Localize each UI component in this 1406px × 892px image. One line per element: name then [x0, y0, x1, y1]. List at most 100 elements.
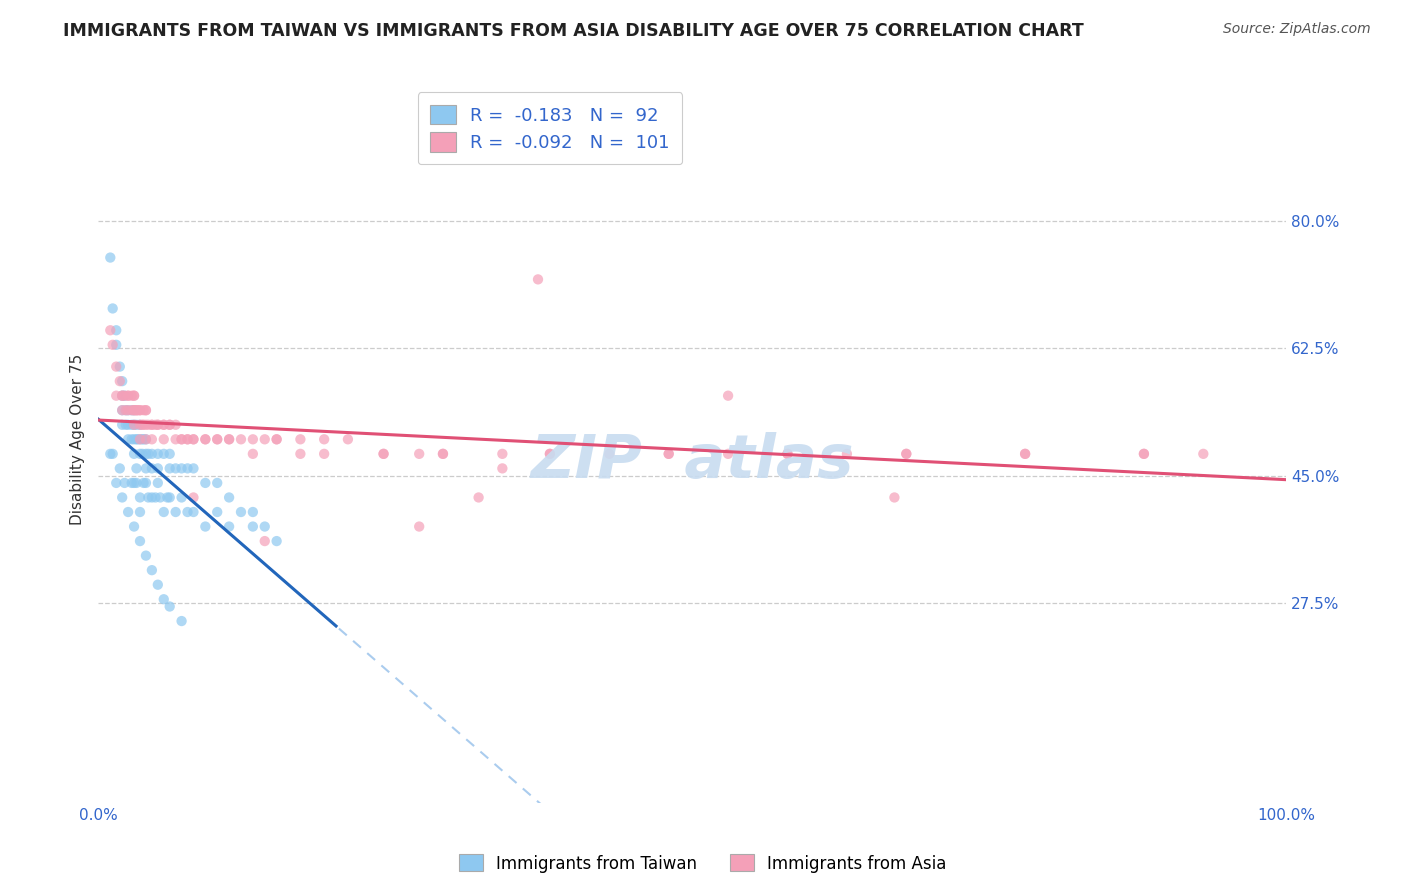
Point [135, 475, 157, 490]
Point [658, 447, 681, 461]
Point [121, 403, 143, 417]
Point [146, 417, 169, 432]
Point [145, 417, 167, 432]
Point [117, 403, 139, 417]
Point [717, 389, 740, 403]
Point [170, 614, 193, 628]
Point [183, 432, 205, 446]
Point [1014, 447, 1036, 461]
Point [114, 389, 136, 403]
Point [218, 491, 240, 505]
Point [1133, 447, 1156, 461]
Point [467, 491, 489, 505]
Point [152, 447, 174, 461]
Point [194, 475, 217, 490]
Point [108, 461, 131, 475]
Point [136, 417, 159, 432]
Point [117, 417, 139, 432]
Point [373, 447, 395, 461]
Point [432, 447, 454, 461]
Point [114, 417, 136, 432]
Point [121, 389, 143, 403]
Point [111, 491, 134, 505]
Text: Source: ZipAtlas.com: Source: ZipAtlas.com [1223, 22, 1371, 37]
Point [896, 447, 918, 461]
Point [159, 599, 181, 614]
Point [896, 447, 918, 461]
Point [218, 432, 240, 446]
Point [125, 461, 148, 475]
Point [114, 403, 136, 417]
Point [136, 447, 159, 461]
Point [266, 432, 288, 446]
Point [218, 432, 240, 446]
Point [146, 475, 169, 490]
Point [105, 323, 128, 337]
Point [125, 403, 148, 417]
Point [117, 505, 139, 519]
Point [253, 519, 276, 533]
Point [229, 432, 252, 446]
Point [132, 417, 155, 432]
Point [122, 403, 145, 417]
Point [135, 432, 157, 446]
Point [135, 549, 157, 563]
Point [141, 563, 163, 577]
Legend: R =  -0.183   N =  92, R =  -0.092   N =  101: R = -0.183 N = 92, R = -0.092 N = 101 [418, 92, 682, 164]
Point [165, 432, 187, 446]
Point [145, 491, 167, 505]
Point [135, 447, 157, 461]
Point [129, 432, 152, 446]
Point [776, 447, 799, 461]
Point [122, 447, 145, 461]
Point [129, 417, 152, 432]
Point [170, 432, 193, 446]
Point [314, 447, 336, 461]
Point [658, 447, 681, 461]
Point [122, 389, 145, 403]
Point [129, 432, 152, 446]
Point [883, 491, 905, 505]
Point [183, 432, 205, 446]
Point [1133, 447, 1156, 461]
Point [183, 461, 205, 475]
Point [98, 251, 121, 265]
Point [432, 447, 454, 461]
Point [165, 505, 187, 519]
Point [125, 417, 148, 432]
Point [98, 323, 121, 337]
Point [717, 447, 740, 461]
Point [165, 461, 187, 475]
Point [117, 432, 139, 446]
Point [122, 403, 145, 417]
Point [1192, 447, 1215, 461]
Point [129, 505, 152, 519]
Point [135, 417, 157, 432]
Point [129, 447, 152, 461]
Point [336, 432, 359, 446]
Point [101, 301, 124, 316]
Point [105, 389, 128, 403]
Point [373, 447, 395, 461]
Point [135, 403, 157, 417]
Point [135, 403, 157, 417]
Point [105, 359, 128, 374]
Point [170, 491, 193, 505]
Point [117, 389, 139, 403]
Point [491, 461, 513, 475]
Point [122, 417, 145, 432]
Point [152, 505, 174, 519]
Point [205, 432, 228, 446]
Point [176, 432, 198, 446]
Point [152, 432, 174, 446]
Point [229, 505, 252, 519]
Point [121, 417, 143, 432]
Point [170, 432, 193, 446]
Point [835, 447, 858, 461]
Point [170, 461, 193, 475]
Point [205, 475, 228, 490]
Point [205, 432, 228, 446]
Point [127, 432, 149, 446]
Point [114, 389, 136, 403]
Point [183, 491, 205, 505]
